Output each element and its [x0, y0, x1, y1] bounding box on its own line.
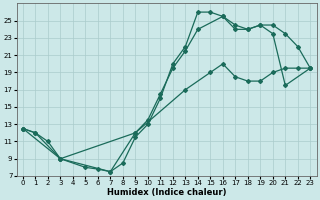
X-axis label: Humidex (Indice chaleur): Humidex (Indice chaleur) [107, 188, 226, 197]
